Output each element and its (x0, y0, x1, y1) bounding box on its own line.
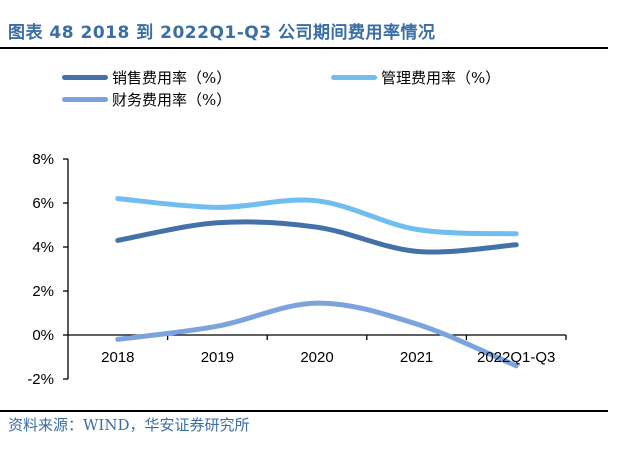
x-tick-label: 2019 (201, 349, 234, 366)
title-rule (0, 47, 608, 49)
series-line-finance (115, 300, 519, 369)
x-tick-label: 2022Q1-Q3 (477, 349, 555, 366)
legend-label-selling: 销售费用率（%） (112, 69, 232, 87)
figure-title: 图表 48 2018 到 2022Q1-Q3 公司期间费用率情况 (8, 23, 436, 43)
legend-item-selling: 销售费用率（%） (62, 67, 231, 88)
legend-item-admin: 管理费用率（%） (331, 67, 500, 88)
series-line-admin (115, 196, 519, 237)
x-tick-label: 2021 (400, 349, 433, 366)
y-tick-label: 2% (32, 283, 54, 300)
y-tick-label: 6% (32, 195, 54, 212)
x-tick-label: 2020 (300, 349, 333, 366)
series-line-selling (115, 219, 519, 255)
legend-swatch-admin (331, 75, 377, 80)
legend-swatch-finance (62, 97, 108, 102)
y-tick-label: 4% (32, 239, 54, 256)
y-tick-label: 8% (32, 151, 54, 168)
y-tick-label: 0% (32, 327, 54, 344)
legend-item-finance: 财务费用率（%） (62, 89, 231, 110)
y-tick-label: -2% (27, 371, 54, 388)
x-tick-label: 2018 (101, 349, 134, 366)
legend-label-finance: 财务费用率（%） (112, 91, 232, 109)
source-rule (0, 410, 608, 412)
legend-swatch-selling (62, 75, 108, 80)
source-note: 资料来源：WIND，华安证券研究所 (8, 416, 250, 434)
legend-label-admin: 管理费用率（%） (381, 69, 501, 87)
